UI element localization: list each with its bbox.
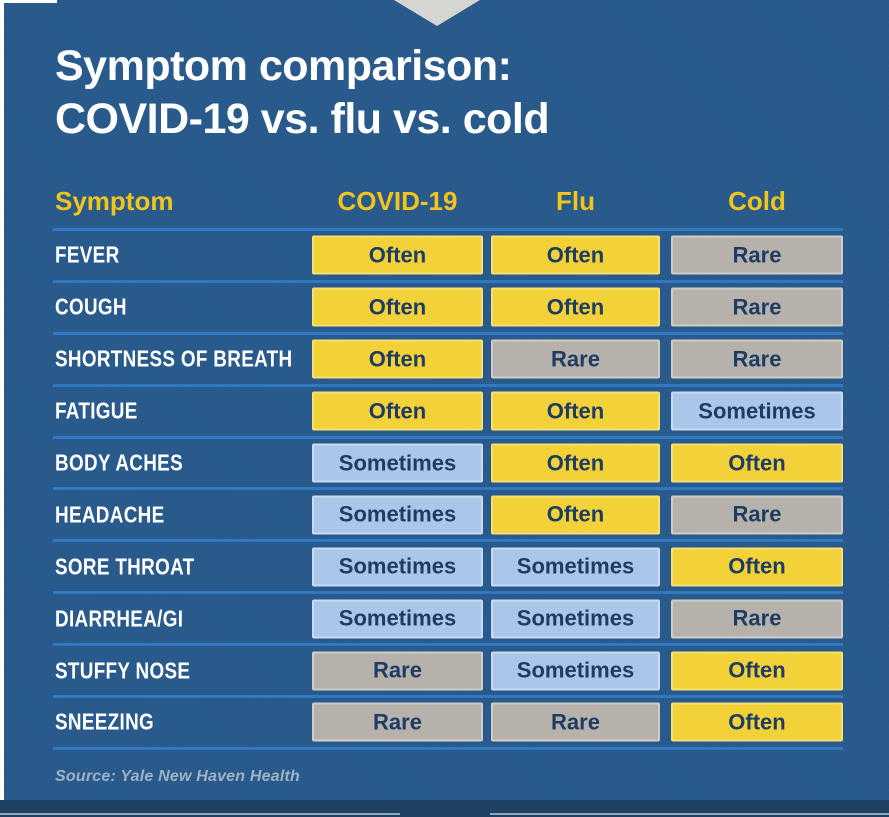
title-line-2: COVID-19 vs. flu vs. cold [55, 95, 550, 143]
table-row: BODY ACHES Sometimes Often Often [53, 435, 843, 488]
frequency-pill: Sometimes [312, 443, 483, 483]
frequency-pill: Often [671, 443, 843, 483]
frequency-pill: Sometimes [491, 547, 660, 587]
frequency-pill: Often [491, 495, 660, 535]
frequency-pill: Rare [671, 287, 843, 327]
table-row: STUFFY NOSE Rare Sometimes Often [53, 643, 843, 695]
symptom-label: HEADACHE [55, 501, 165, 528]
table-row: FATIGUE Often Often Sometimes [53, 383, 843, 436]
frequency-pill: Often [312, 391, 483, 431]
frequency-pill: Often [312, 287, 483, 327]
symptom-label: SORE THROAT [55, 553, 195, 580]
frequency-pill: Sometimes [491, 599, 660, 639]
footer-bar [0, 800, 889, 817]
frequency-pill: Rare [671, 235, 843, 275]
source-caption: Source: Yale New Haven Health [55, 768, 301, 785]
table-header-flu: Flu [556, 186, 595, 216]
symptom-label: DIARRHEA/GI [55, 605, 184, 632]
frequency-pill: Often [312, 339, 483, 379]
symptom-table: FEVER Often Often Rare COUGH Often Often Rare SH… [53, 228, 843, 750]
table-row: FEVER Often Often Rare [53, 228, 843, 280]
table-row: COUGH Often Often Rare [53, 279, 843, 332]
table-row: SORE THROAT Sometimes Sometimes Often [53, 539, 843, 591]
table-header-covid19: COVID-19 [337, 186, 458, 216]
frequency-pill: Rare [671, 339, 843, 379]
symptom-label: FATIGUE [55, 397, 138, 424]
table-row: SNEEZING Rare Rare Often [53, 695, 843, 747]
chevron-down-icon [394, 0, 480, 26]
table-header-cold: Cold [728, 186, 786, 216]
symptom-label: COUGH [55, 293, 127, 320]
frequency-pill: Often [491, 443, 660, 483]
symptom-label: STUFFY NOSE [55, 657, 191, 684]
symptom-label: BODY ACHES [55, 449, 183, 476]
frequency-pill: Rare [671, 599, 843, 639]
frequency-pill: Sometimes [312, 599, 483, 639]
frequency-pill: Sometimes [312, 547, 483, 587]
frequency-pill: Often [671, 651, 843, 691]
page-title: Symptom comparison: COVID-19 vs. flu vs.… [55, 40, 550, 146]
frequency-pill: Often [671, 702, 843, 742]
table-row: HEADACHE Sometimes Often Rare [53, 487, 843, 539]
frequency-pill: Rare [491, 339, 660, 379]
frequency-pill: Rare [491, 702, 660, 742]
frequency-pill: Often [312, 235, 483, 275]
frequency-pill: Sometimes [491, 651, 660, 691]
symptom-label: SHORTNESS OF BREATH [55, 345, 293, 372]
frequency-pill: Sometimes [312, 495, 483, 535]
frequency-pill: Rare [312, 702, 483, 742]
table-header-symptom: Symptom [55, 186, 174, 216]
frequency-pill: Often [491, 391, 660, 431]
frequency-pill: Often [671, 547, 843, 587]
symptom-label: FEVER [55, 241, 120, 268]
title-line-1: Symptom comparison: [55, 42, 512, 90]
symptom-label: SNEEZING [55, 708, 155, 735]
frequency-pill: Often [491, 287, 660, 327]
table-row: SHORTNESS OF BREATH Often Rare Rare [53, 331, 843, 384]
frequency-pill: Rare [312, 651, 483, 691]
footer-accent-line-gap [400, 813, 490, 815]
frequency-pill: Sometimes [671, 391, 843, 431]
table-row: DIARRHEA/GI Sometimes Sometimes Rare [53, 591, 843, 643]
top-edge-white-sliver [0, 0, 57, 3]
frequency-pill: Rare [671, 495, 843, 535]
frequency-pill: Often [491, 235, 660, 275]
